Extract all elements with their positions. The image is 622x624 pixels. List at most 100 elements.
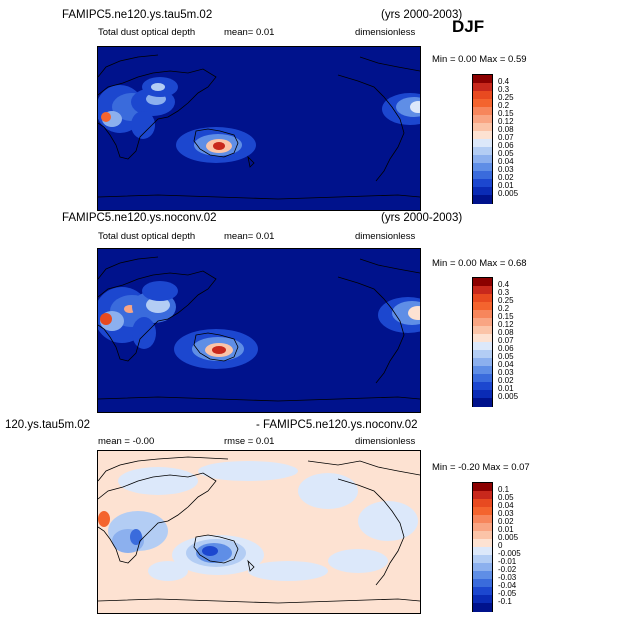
colorbar-swatch (473, 302, 492, 311)
colorbar-swatch (473, 555, 492, 564)
colorbar-swatch (473, 499, 492, 508)
colorbar-swatch (473, 163, 492, 172)
panel3-rmse: rmse = 0.01 (224, 436, 275, 447)
colorbar-tick-label: 0.04 (498, 501, 514, 510)
colorbar-swatch (473, 491, 492, 500)
colorbar-tick-label: 0.005 (498, 533, 519, 542)
panel3-title-right: - FAMIPC5.ne120.ys.noconv.02 (256, 419, 418, 431)
panel3-coastlines (98, 456, 420, 604)
colorbar-tick-label: 0 (498, 541, 503, 550)
colorbar-swatch (473, 326, 492, 335)
colorbar-tick-label: 0.01 (498, 384, 514, 393)
colorbar-swatch (473, 595, 492, 604)
panel3-title-left: 120.ys.tau5m.02 (5, 419, 91, 431)
colorbar-swatch (473, 539, 492, 548)
panel2-title: FAMIPC5.ne120.ys.noconv.02 (62, 212, 217, 224)
colorbar-swatch (473, 147, 492, 156)
colorbar-tick-label: 0.06 (498, 344, 514, 353)
colorbar-swatch (473, 547, 492, 556)
panel3-units: dimensionless (355, 436, 416, 447)
colorbar-tick-label: 0.05 (498, 352, 514, 361)
colorbar-swatch (473, 350, 492, 359)
panel1-units: dimensionless (355, 27, 416, 38)
panel1-title: FAMIPC5.ne120.ys.tau5m.02 (62, 9, 213, 21)
panel2-coastlines (98, 256, 420, 402)
colorbar-tick-label: 0.12 (498, 117, 514, 126)
panel2-colorbar (472, 277, 493, 407)
colorbar-tick-label: 0.07 (498, 133, 514, 142)
panel1-map (97, 46, 421, 211)
colorbar-tick-label: 0.4 (498, 77, 510, 86)
colorbar-tick-label: -0.1 (498, 597, 512, 606)
colorbar-tick-label: 0.1 (498, 485, 510, 494)
colorbar-tick-label: 0.02 (498, 173, 514, 182)
panel2-dust-field (98, 281, 420, 369)
colorbar-tick-label: 0.25 (498, 93, 514, 102)
panel2-mean: mean= 0.01 (224, 231, 275, 242)
colorbar-swatch (473, 99, 492, 108)
colorbar-tick-label: 0.005 (498, 189, 519, 198)
colorbar-swatch (473, 603, 492, 612)
season-label: DJF (452, 17, 485, 36)
colorbar-swatch (473, 187, 492, 196)
colorbar-tick-label: 0.08 (498, 328, 514, 337)
panel3-mean: mean = -0.00 (98, 436, 155, 447)
colorbar-tick-label: 0.04 (498, 157, 514, 166)
colorbar-tick-label: 0.03 (498, 509, 514, 518)
colorbar-swatch (473, 123, 492, 132)
colorbar-tick-label: 0.25 (498, 296, 514, 305)
colorbar-tick-label: -0.005 (498, 549, 521, 558)
colorbar-swatch (473, 286, 492, 295)
panel1-colorbar (472, 74, 493, 204)
colorbar-tick-label: -0.05 (498, 589, 517, 598)
colorbar-tick-label: 0.15 (498, 312, 514, 321)
panel1-years: (yrs 2000-2003) (381, 9, 463, 21)
colorbar-swatch (473, 131, 492, 140)
panel2-variable: Total dust optical depth (98, 231, 196, 242)
colorbar-tick-label: 0.005 (498, 392, 519, 401)
panel3-min-max: Min = -0.20 Max = 0.07 (432, 462, 530, 473)
colorbar-swatch (473, 91, 492, 100)
panel2-map (97, 248, 421, 413)
panel3-difference-field (98, 461, 418, 581)
colorbar-tick-label: 0.02 (498, 517, 514, 526)
colorbar-tick-label: 0.2 (498, 304, 510, 313)
colorbar-swatch (473, 358, 492, 367)
colorbar-swatch (473, 523, 492, 532)
colorbar-swatch (473, 587, 492, 596)
colorbar-tick-label: 0.04 (498, 360, 514, 369)
colorbar-swatch (473, 294, 492, 303)
colorbar-tick-label: 0.3 (498, 85, 510, 94)
colorbar-swatch (473, 75, 492, 84)
colorbar-swatch (473, 398, 492, 407)
colorbar-tick-label: 0.05 (498, 493, 514, 502)
panel1-variable: Total dust optical depth (98, 27, 196, 38)
colorbar-swatch (473, 342, 492, 351)
colorbar-tick-label: -0.03 (498, 573, 517, 582)
colorbar-tick-label: -0.02 (498, 565, 517, 574)
colorbar-swatch (473, 334, 492, 343)
colorbar-swatch (473, 171, 492, 180)
colorbar-tick-label: -0.04 (498, 581, 517, 590)
colorbar-tick-label: 0.06 (498, 141, 514, 150)
colorbar-tick-label: 0.05 (498, 149, 514, 158)
colorbar-swatch (473, 139, 492, 148)
colorbar-tick-label: 0.01 (498, 525, 514, 534)
panel1-min-max: Min = 0.00 Max = 0.59 (432, 54, 527, 65)
panel3-colorbar (472, 482, 493, 612)
colorbar-swatch (473, 507, 492, 516)
panel2-years: (yrs 2000-2003) (381, 212, 463, 224)
colorbar-tick-label: 0.12 (498, 320, 514, 329)
colorbar-swatch (473, 278, 492, 287)
colorbar-tick-label: 0.3 (498, 288, 510, 297)
colorbar-swatch (473, 318, 492, 327)
colorbar-tick-label: 0.08 (498, 125, 514, 134)
colorbar-swatch (473, 374, 492, 383)
panel1-coastlines (98, 54, 420, 200)
colorbar-swatch (473, 179, 492, 188)
panel1-dust-field (98, 77, 420, 163)
colorbar-swatch (473, 382, 492, 391)
panel1-mean: mean= 0.01 (224, 27, 275, 38)
colorbar-tick-label: 0.03 (498, 368, 514, 377)
panel2-min-max: Min = 0.00 Max = 0.68 (432, 258, 527, 269)
